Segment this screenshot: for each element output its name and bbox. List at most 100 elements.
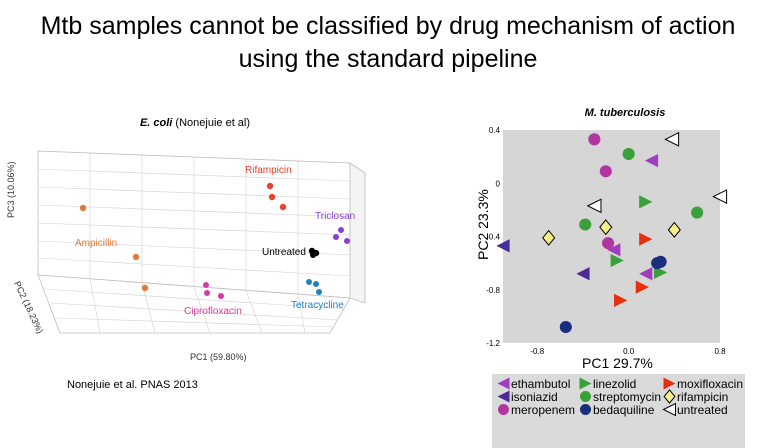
- mtb-point-isoniazid: [496, 239, 510, 253]
- ecoli-label-tetracycline: Tetracycline: [291, 300, 344, 311]
- legend-marker-icon: [497, 377, 510, 390]
- legend-label: moxifloxacin: [677, 377, 744, 391]
- legend-marker-icon: [580, 404, 591, 415]
- legend-item-bedaquiline: bedaquiline: [580, 404, 654, 417]
- ecoli-point-triclosan: [344, 238, 350, 244]
- ecoli-point-rifampicin: [268, 193, 276, 201]
- ecoli-point-rifampicin: [279, 203, 287, 211]
- mtb-point-moxifloxacin: [635, 280, 649, 294]
- legend-label: rifampicin: [677, 390, 729, 404]
- slide-title-line-2: using the standard pipeline: [238, 45, 538, 73]
- citation: Nonejuie et al. PNAS 2013: [67, 379, 198, 391]
- legend-label: isoniazid: [511, 390, 558, 404]
- mtb-point-rifampicin: [667, 221, 681, 238]
- mtb-chart-title: M. tuberculosis: [584, 107, 666, 119]
- legend-label: untreated: [677, 403, 728, 417]
- mtb-point-rifampicin: [599, 219, 613, 236]
- legend-marker-icon: [663, 389, 676, 404]
- legend-marker-icon: [498, 404, 509, 415]
- mtb-point-rifampicin: [542, 229, 556, 246]
- mtb-plot-area: [503, 130, 720, 343]
- mtb-y-tick-label: -0.8: [486, 286, 500, 295]
- mtb-point-moxifloxacin: [614, 293, 628, 307]
- mtb-points: [496, 131, 728, 334]
- mtb-axis-y-label: PC2 23.3%: [475, 189, 491, 260]
- ecoli-point-ampicillin: [79, 204, 87, 212]
- ecoli-3d-pca-chart: Rifampicin Triclosan Ampicillin Untreate…: [6, 150, 366, 362]
- mtb-y-tick-label: -0.4: [486, 233, 500, 242]
- legend-marker-icon: [579, 377, 592, 390]
- ecoli-label-ciprofloxacin: Ciprofloxacin: [184, 306, 242, 317]
- legend-item-rifampicin: rifampicin: [663, 389, 729, 404]
- mtb-point-untreated: [586, 198, 602, 214]
- mtb-point-moxifloxacin: [639, 232, 653, 246]
- ecoli-chart-title-source: (Nonejuie et al): [172, 117, 251, 129]
- mtb-point-bedaquiline: [559, 320, 572, 334]
- mtb-point-meropenem: [599, 165, 612, 178]
- ecoli-point-ciprofloxacin: [218, 293, 224, 299]
- legend-item-streptomycin: streptomycin: [580, 391, 661, 404]
- ecoli-point-untreated: [310, 252, 316, 258]
- ecoli-label-triclosan: Triclosan: [315, 211, 355, 222]
- mtb-x-tick-label: 0.8: [714, 347, 726, 356]
- mtb-point-ethambutol: [644, 154, 659, 168]
- mtb-x-tick-label: 0.0: [623, 347, 635, 356]
- ecoli-point-ampicillin: [141, 284, 149, 292]
- ecoli-label-rifampicin: Rifampicin: [245, 165, 292, 176]
- mtb-axis-x-label: PC1 29.7%: [582, 355, 653, 371]
- mtb-point-isoniazid: [576, 267, 590, 281]
- ecoli-point-tetracycline: [313, 281, 319, 287]
- ecoli-axis-pc1: PC1 (59.80%): [190, 352, 247, 362]
- mtb-pca-chart: 0.4 0 -0.4 -0.8 -1.2 -0.8 0.0 0.8 PC1 29.7% PC…: [475, 126, 728, 371]
- mtb-point-untreated: [664, 131, 680, 147]
- ecoli-chart-title: E. coli (Nonejuie et al): [0, 117, 390, 129]
- ecoli-point-tetracycline: [316, 289, 322, 295]
- ecoli-chart-title-organism: E. coli: [139, 117, 173, 129]
- mtb-y-tick-label: -1.2: [486, 339, 500, 348]
- legend-marker-icon: [663, 377, 676, 390]
- ecoli-point-tetracycline: [306, 279, 312, 285]
- legend-marker-icon: [497, 390, 510, 403]
- legend-item-moxifloxacin: moxifloxacin: [663, 377, 744, 391]
- mtb-point-untreated: [712, 189, 728, 204]
- mtb-point-streptomycin: [691, 206, 704, 219]
- ecoli-point-ciprofloxacin: [204, 290, 210, 296]
- mtb-point-linezolid: [639, 195, 653, 209]
- ecoli-label-ampicillin: Ampicillin: [75, 238, 117, 249]
- mtb-y-tick-label: 0.4: [489, 126, 501, 135]
- legend-item-meropenem: meropenem: [498, 404, 575, 417]
- ecoli-point-triclosan: [333, 234, 339, 240]
- legend-marker-icon: [662, 402, 676, 417]
- mtb-legend: ethambutol linezolid moxifloxacin isoniazid…: [492, 374, 745, 448]
- legend-marker-icon: [580, 391, 591, 402]
- mtb-point-streptomycin: [622, 147, 635, 161]
- legend-item-untreated: untreated: [662, 402, 728, 417]
- ecoli-point-triclosan: [338, 227, 344, 233]
- ecoli-axis-pc2: PC2 (18.23%): [12, 280, 45, 335]
- ecoli-label-untreated: Untreated: [262, 247, 306, 258]
- ecoli-point-ciprofloxacin: [203, 282, 209, 288]
- mtb-point-ethambutol: [607, 243, 621, 257]
- legend-label: streptomycin: [593, 390, 662, 404]
- mtb-point-linezolid: [610, 253, 624, 268]
- mtb-point-bedaquiline: [654, 255, 667, 268]
- legend-item-linezolid: linezolid: [579, 377, 636, 391]
- mtb-y-tick-labels: 0.4 0 -0.4 -0.8 -1.2: [486, 126, 500, 348]
- mtb-y-tick-label: 0: [496, 179, 501, 188]
- legend-label: ethambutol: [511, 377, 571, 391]
- mtb-point-meropenem: [602, 237, 615, 250]
- legend-label: bedaquiline: [593, 403, 655, 417]
- ecoli-point-rifampicin: [266, 182, 274, 190]
- legend-label: meropenem: [511, 403, 576, 417]
- legend-item-ethambutol: ethambutol: [497, 377, 571, 391]
- legend-item-isoniazid: isoniazid: [497, 390, 558, 404]
- mtb-x-tick-labels: -0.8 0.0 0.8: [530, 347, 726, 356]
- mtb-point-ethambutol: [639, 267, 653, 281]
- ecoli-point-ampicillin: [132, 253, 140, 261]
- mtb-x-tick-label: -0.8: [530, 347, 544, 356]
- mtb-point-meropenem: [588, 133, 601, 146]
- ecoli-points: [79, 182, 350, 299]
- slide-title-line-1: Mtb samples cannot be classified by drug…: [40, 12, 736, 40]
- mtb-point-streptomycin: [579, 218, 592, 231]
- ecoli-axis-pc3: PC3 (10.06%): [6, 161, 16, 218]
